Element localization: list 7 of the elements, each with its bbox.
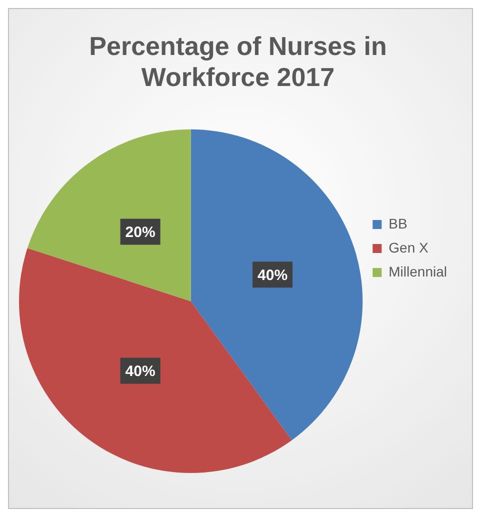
data-label: 20%	[125, 224, 156, 241]
chart-title: Percentage of Nurses in Workforce 2017	[89, 30, 387, 92]
data-label: 40%	[258, 266, 288, 284]
legend-label: Millennial	[388, 263, 447, 280]
legend-label: Gen X	[388, 239, 429, 256]
legend-label: BB	[388, 215, 408, 232]
data-label: 40%	[125, 362, 156, 380]
